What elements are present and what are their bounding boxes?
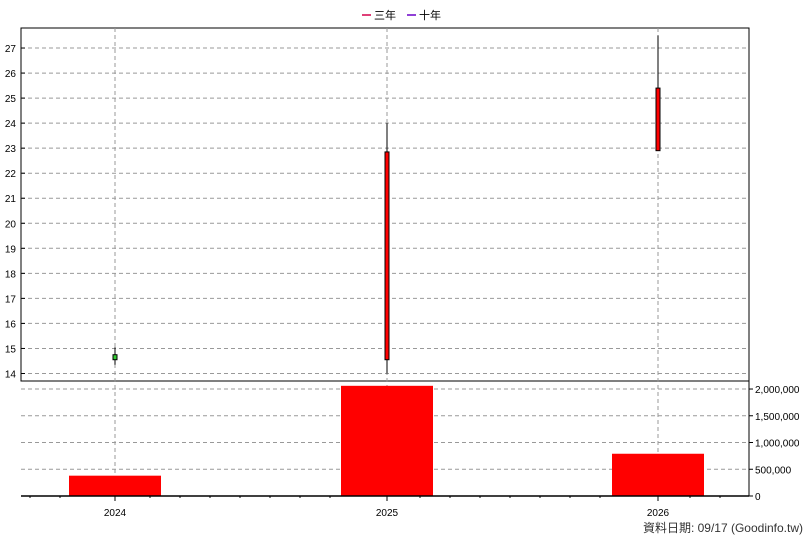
volume-y-ticks: 0 500,000 1,000,000 1,500,000 2,000,000	[749, 385, 800, 503]
x-axis: 2024 2025 2026	[29, 496, 721, 519]
volume-bar	[612, 453, 704, 496]
footer-credit: 資料日期: 09/17 (Goodinfo.tw)	[643, 521, 803, 535]
price-tick-label: 22	[5, 169, 17, 180]
price-tick-label: 27	[5, 44, 17, 55]
x-tick-label: 2026	[647, 508, 670, 519]
candle-body	[655, 87, 661, 152]
volume-tick-label: 1,500,000	[755, 412, 800, 423]
price-tick-label: 14	[5, 369, 17, 380]
volume-tick-label: 0	[755, 492, 761, 503]
legend-label-10yr: 十年	[419, 8, 441, 22]
price-tick-label: 25	[5, 94, 17, 105]
price-tick-label: 20	[5, 219, 17, 230]
price-tick-label: 17	[5, 294, 17, 305]
x-tick-label: 2025	[376, 508, 399, 519]
volume-bar	[69, 475, 161, 496]
price-tick-label: 23	[5, 144, 17, 155]
price-tick-label: 18	[5, 269, 17, 280]
price-tick-label: 24	[5, 119, 17, 130]
candle-body	[384, 151, 390, 361]
price-panel: 14 15 16 17 18 19 20 21 22 23 24 25 26 27	[5, 27, 750, 496]
price-tick-label: 26	[5, 69, 17, 80]
legend-label-3yr: 三年	[374, 8, 396, 22]
price-plot-border	[20, 27, 750, 382]
volume-panel: 0 500,000 1,000,000 1,500,000 2,000,000	[21, 381, 800, 503]
price-y-ticks: 14 15 16 17 18 19 20 21 22 23 24 25 26 27	[5, 44, 25, 380]
price-tick-label: 21	[5, 194, 17, 205]
volume-bar	[341, 385, 433, 496]
candles	[112, 35, 661, 374]
x-tick-label: 2024	[104, 508, 127, 519]
volume-tick-label: 2,000,000	[755, 385, 800, 396]
volume-bars	[69, 385, 704, 496]
volume-tick-label: 1,000,000	[755, 439, 800, 450]
price-tick-label: 15	[5, 344, 17, 355]
price-tick-label: 19	[5, 244, 17, 255]
volume-tick-label: 500,000	[755, 465, 792, 476]
legend: 三年 十年	[362, 8, 441, 22]
candle-body	[112, 354, 118, 361]
price-tick-label: 16	[5, 319, 17, 330]
